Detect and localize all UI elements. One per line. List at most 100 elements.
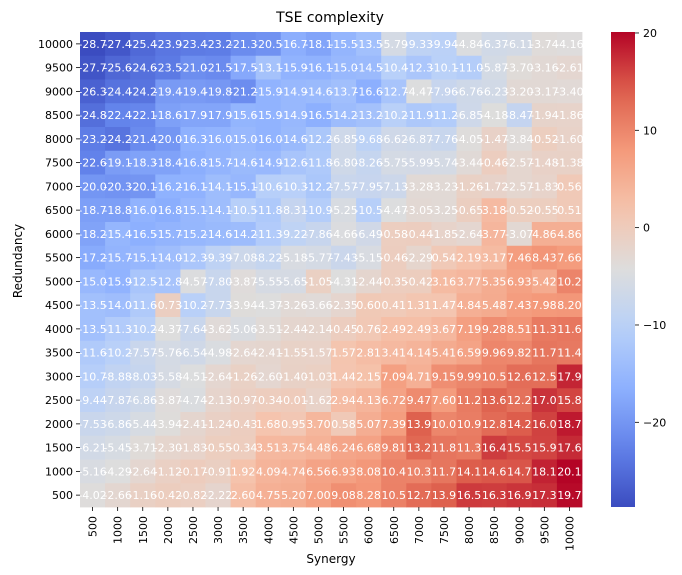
heatmap-cell [431,174,457,199]
heatmap-cell [531,222,558,247]
cell-value-label: 1.31 [407,299,432,312]
cell-value-label: -19.4 [179,85,207,98]
cell-value-label: -1.26 [229,370,257,383]
heatmap-cell [105,459,131,484]
cell-value-label: -4.02 [78,489,106,502]
cell-value-label: 3.75 [281,442,306,455]
cell-value-label: -7.76 [430,133,458,146]
cell-value-label: 7.66 [557,252,582,265]
heatmap-cell [80,459,106,484]
heatmap-cell [155,150,181,175]
cell-value-label: -1.86 [555,109,583,122]
heatmap-cell [531,103,558,128]
heatmap-cell [155,412,181,437]
heatmap-cell [331,293,357,318]
cell-value-label: -18.3 [129,157,157,170]
cell-value-label: -2.29 [405,252,433,265]
heatmap-cell [356,483,382,508]
heatmap-cell [180,55,206,80]
heatmap-cell [180,245,206,270]
heatmap-cell [105,435,131,460]
heatmap-cell [456,269,482,294]
cell-value-label: -8.03 [129,370,157,383]
cell-value-label: 8.28 [356,489,381,502]
heatmap-cell [205,483,231,508]
cell-value-label: -2.66 [103,489,131,502]
heatmap-cell [506,103,533,128]
cell-value-label: -1.94 [530,109,558,122]
cell-value-label: -4.51 [179,370,207,383]
heatmap-cell [556,245,583,270]
heatmap-cell [406,435,432,460]
heatmap-cell [255,127,282,152]
cell-value-label: -0.97 [229,394,257,407]
cell-value-label: -7.87 [103,394,131,407]
cell-value-label: -0.46 [480,157,508,170]
heatmap-cell [556,459,583,484]
cell-value-label: -3.94 [154,418,182,431]
heatmap-cell [155,293,181,318]
cell-value-label: 0.76 [356,323,381,336]
heatmap-cell [406,174,432,199]
heatmap-cell [331,79,357,104]
heatmap-cell [381,79,407,104]
heatmap-cell [556,340,583,365]
cell-value-label: -25.4 [129,38,157,51]
x-tick-label: 10000 [563,516,576,551]
cell-value-label: -21.5 [204,62,232,75]
cell-value-label: -16.0 [129,204,157,217]
heatmap-cell [506,55,533,80]
cell-value-label: -2.44 [279,323,307,336]
heatmap-cell [255,103,282,128]
cell-value-label: -2.64 [204,370,232,383]
heatmap-cell [431,55,457,80]
cell-value-label: -1.62 [304,394,332,407]
heatmap-cell [506,269,533,294]
cell-value-label: -2.64 [129,465,157,478]
cell-value-label: -14.9 [279,109,307,122]
heatmap-cell [556,79,583,104]
cell-value-label: -0.42 [154,489,182,502]
x-tick-label: 6000 [363,516,376,544]
cell-value-label: -17.2 [78,252,106,265]
cell-value-label: 4.86 [532,228,557,241]
heatmap-cell [105,150,131,175]
heatmap-cell [205,55,231,80]
heatmap-cell [431,32,457,57]
y-tick-label: 7500 [45,157,73,170]
heatmap-cell [556,127,583,152]
y-tick-label: 9500 [45,62,73,75]
heatmap-cell [381,317,407,342]
heatmap-cell [105,293,131,318]
heatmap-cell [406,483,432,508]
heatmap-cell [356,150,382,175]
y-tick-label: 5500 [45,252,73,265]
y-tick-label: 3500 [45,347,73,360]
heatmap-cell [531,174,558,199]
heatmap-cell [556,55,583,80]
cell-value-label: 15.5 [507,442,532,455]
heatmap-cell [556,150,583,175]
heatmap-cell [230,222,257,247]
cell-value-label: 0.41 [382,299,407,312]
heatmap-cell [80,317,106,342]
cell-value-label: -10.4 [380,62,408,75]
heatmap-cell [531,317,558,342]
heatmap-cell [456,79,482,104]
heatmap-cell [130,317,156,342]
cell-value-label: -15.5 [329,38,357,51]
cell-value-label: 9.08 [331,489,356,502]
heatmap-cell [305,435,332,460]
cell-value-label: 5.35 [482,275,507,288]
cell-value-label: -6.49 [354,228,382,241]
heatmap-cell [255,317,282,342]
heatmap-cell [130,435,156,460]
heatmap-cell [155,388,181,413]
heatmap-cell [481,459,508,484]
heatmap-cell [230,198,257,223]
heatmap-cell [356,293,382,318]
heatmap-cell [456,412,482,437]
heatmap-cell [506,435,533,460]
cell-value-label: -15.2 [179,228,207,241]
cell-value-label: 1.44 [331,370,356,383]
